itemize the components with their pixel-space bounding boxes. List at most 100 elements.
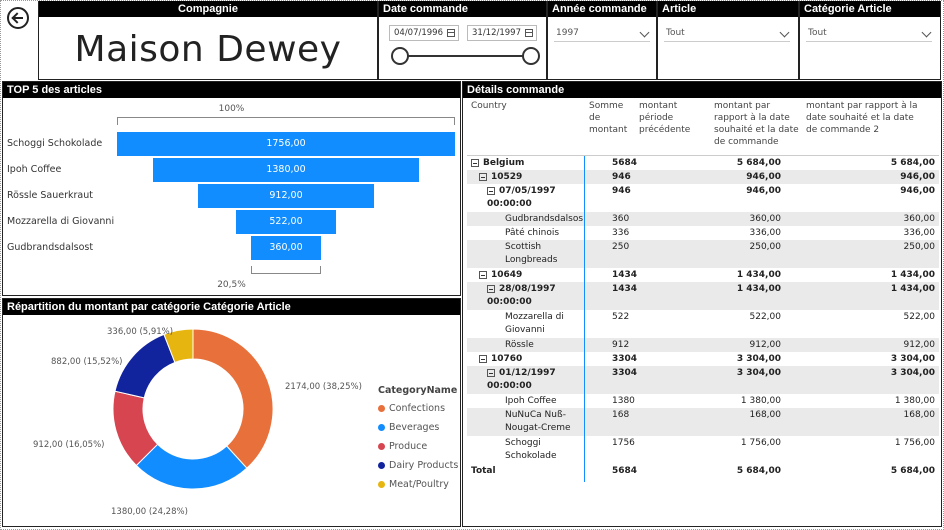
back-arrow-icon[interactable]	[7, 7, 29, 29]
legend-title: CategoryName	[378, 385, 458, 396]
matrix-row[interactable]: 10529 946 946,00 946,00	[467, 170, 939, 184]
collapse-icon[interactable]	[487, 284, 495, 293]
year-slicer-title: Année commande	[548, 1, 656, 17]
funnel-row[interactable]: Ipoh Coffee 1380,00	[3, 158, 460, 182]
matrix-row[interactable]: Mozzarella di Giovanni 522 522,00 522,00	[467, 310, 939, 338]
collapse-icon[interactable]	[479, 172, 487, 181]
row-label-cell[interactable]: Belgium	[471, 157, 585, 170]
col-header-rapport[interactable]: montant par rapport à la date souhaité e…	[714, 101, 799, 147]
collapse-icon[interactable]	[487, 186, 495, 195]
funnel-row[interactable]: Mozzarella di Giovanni 522,00	[3, 210, 460, 234]
donut-chart: 2174,00 (38,25%) 1380,00 (24,28%) 912,00…	[3, 315, 460, 526]
row-label-cell: Pâté chinois	[505, 227, 585, 240]
rapport2-cell: 912,00	[903, 340, 936, 350]
year-dropdown[interactable]: 1997	[554, 24, 650, 42]
matrix-row[interactable]: 07/05/1997 00:00:00 946 946,00 946,00	[467, 184, 939, 212]
donut-slice-dairy-products[interactable]	[114, 333, 176, 399]
donut-slice-meat-poultry[interactable]	[163, 328, 194, 364]
somme-cell: 3304	[612, 368, 638, 378]
collapse-icon[interactable]	[471, 158, 479, 167]
row-label: 10529	[491, 172, 523, 182]
row-label-cell: Scottish Longbreads	[505, 241, 585, 267]
company-name: Maison Dewey	[74, 29, 342, 70]
chevron-down-icon[interactable]	[639, 27, 650, 38]
date-range-end-handle[interactable]	[522, 47, 540, 65]
legend-item[interactable]: Beverages	[378, 418, 458, 437]
row-label-cell[interactable]: 28/08/1997 00:00:00	[487, 283, 585, 309]
legend-label: Meat/Poultry	[389, 479, 449, 490]
matrix-row[interactable]: Ipoh Coffee 1380 1 380,00 1 380,00	[467, 394, 939, 408]
matrix-row[interactable]: 10649 1434 1 434,00 1 434,00	[467, 268, 939, 282]
legend-item[interactable]: Dairy Products	[378, 456, 458, 475]
row-label: 10649	[491, 270, 523, 280]
row-label: Schoggi Schokolade	[505, 438, 557, 461]
legend-item[interactable]: Produce	[378, 437, 458, 456]
matrix-row[interactable]: 01/12/1997 00:00:00 3304 3 304,00 3 304,00	[467, 366, 939, 394]
row-label-cell[interactable]: 10529	[479, 171, 585, 184]
date-range-track[interactable]	[399, 55, 539, 57]
legend-item[interactable]: Meat/Poultry	[378, 475, 458, 494]
row-label: Total	[471, 466, 496, 476]
matrix-row[interactable]: Pâté chinois 336 336,00 336,00	[467, 226, 939, 240]
matrix-row[interactable]: Rössle 912 912,00 912,00	[467, 338, 939, 352]
row-label-cell[interactable]: 10760	[479, 353, 585, 366]
donut-slice-label: 912,00 (16,05%)	[33, 440, 105, 450]
matrix-row[interactable]: Schoggi Schokolade 1756 1 756,00 1 756,00	[467, 436, 939, 464]
order-details-panel: Détails commande Country Somme de montan…	[462, 81, 942, 527]
row-label-cell[interactable]: 10649	[479, 269, 585, 282]
row-label-cell: Gudbrandsdalsos	[505, 213, 585, 226]
col-header-prev[interactable]: montant période précédente	[639, 101, 691, 135]
funnel-top-bracket	[117, 117, 455, 125]
back-button[interactable]	[3, 3, 37, 79]
legend-item[interactable]: Confections	[378, 399, 458, 418]
funnel-bar[interactable]: 912,00	[198, 184, 374, 208]
funnel-row[interactable]: Gudbrandsdalsost 360,00	[3, 236, 460, 260]
somme-cell: 1756	[612, 438, 635, 448]
row-label-cell: NuNuCa Nuß-Nougat-Creme	[505, 409, 585, 435]
collapse-icon[interactable]	[479, 270, 487, 279]
col-header-country[interactable]: Country	[471, 101, 507, 111]
date-range-start-handle[interactable]	[391, 47, 409, 65]
legend-label: Dairy Products	[389, 460, 459, 471]
calendar-icon[interactable]	[525, 29, 533, 37]
row-label: 07/05/1997 00:00:00	[487, 186, 556, 209]
row-label-cell: Total	[471, 465, 585, 478]
date-end-input[interactable]: 31/12/1997	[467, 25, 537, 41]
date-start-input[interactable]: 04/07/1996	[389, 25, 459, 41]
category-dropdown[interactable]: Tout	[806, 24, 932, 42]
chevron-down-icon[interactable]	[921, 27, 932, 38]
rapport-cell: 5 684,00	[736, 466, 781, 476]
matrix-row[interactable]: Gudbrandsdalsos 360 360,00 360,00	[467, 212, 939, 226]
rapport-cell: 3 304,00	[736, 368, 781, 378]
funnel-bar[interactable]: 1756,00	[117, 132, 455, 156]
row-label-cell[interactable]: 07/05/1997 00:00:00	[487, 185, 585, 211]
calendar-icon[interactable]	[447, 29, 455, 37]
rapport-cell: 912,00	[749, 340, 782, 350]
donut-slice-confections[interactable]	[192, 328, 274, 469]
matrix-row[interactable]: 28/08/1997 00:00:00 1434 1 434,00 1 434,00	[467, 282, 939, 310]
funnel-bar[interactable]: 360,00	[251, 236, 321, 260]
col-header-somme[interactable]: Somme de montant	[589, 101, 628, 135]
collapse-icon[interactable]	[479, 354, 487, 363]
rapport-cell: 1 380,00	[740, 396, 781, 406]
col-header-rapport2[interactable]: montant par rapport à la date souhaité e…	[806, 101, 918, 135]
funnel-row[interactable]: Schoggi Schokolade 1756,00	[3, 132, 460, 156]
matrix-row[interactable]: NuNuCa Nuß-Nougat-Creme 168 168,00 168,00	[467, 408, 939, 436]
article-dropdown[interactable]: Tout	[664, 24, 790, 42]
rapport2-cell: 1 756,00	[894, 438, 935, 448]
collapse-icon[interactable]	[487, 368, 495, 377]
matrix-row[interactable]: 10760 3304 3 304,00 3 304,00	[467, 352, 939, 366]
chevron-down-icon[interactable]	[779, 27, 790, 38]
row-label-cell[interactable]: 01/12/1997 00:00:00	[487, 367, 585, 393]
funnel-bar[interactable]: 1380,00	[153, 158, 419, 182]
matrix-row[interactable]: Scottish Longbreads 250 250,00 250,00	[467, 240, 939, 268]
matrix-row[interactable]: Belgium 5684 5 684,00 5 684,00	[467, 156, 939, 170]
funnel-row[interactable]: Rössle Sauerkraut 912,00	[3, 184, 460, 208]
rapport-cell: 946,00	[746, 186, 781, 196]
funnel-bar[interactable]: 522,00	[236, 210, 336, 234]
rapport-cell: 250,00	[749, 242, 782, 252]
rapport2-cell: 336,00	[903, 228, 936, 238]
row-label: NuNuCa Nuß-Nougat-Creme	[505, 410, 571, 433]
matrix-total-row[interactable]: Total 5684 5 684,00 5 684,00	[467, 464, 939, 478]
donut-slice-beverages[interactable]	[135, 443, 248, 490]
